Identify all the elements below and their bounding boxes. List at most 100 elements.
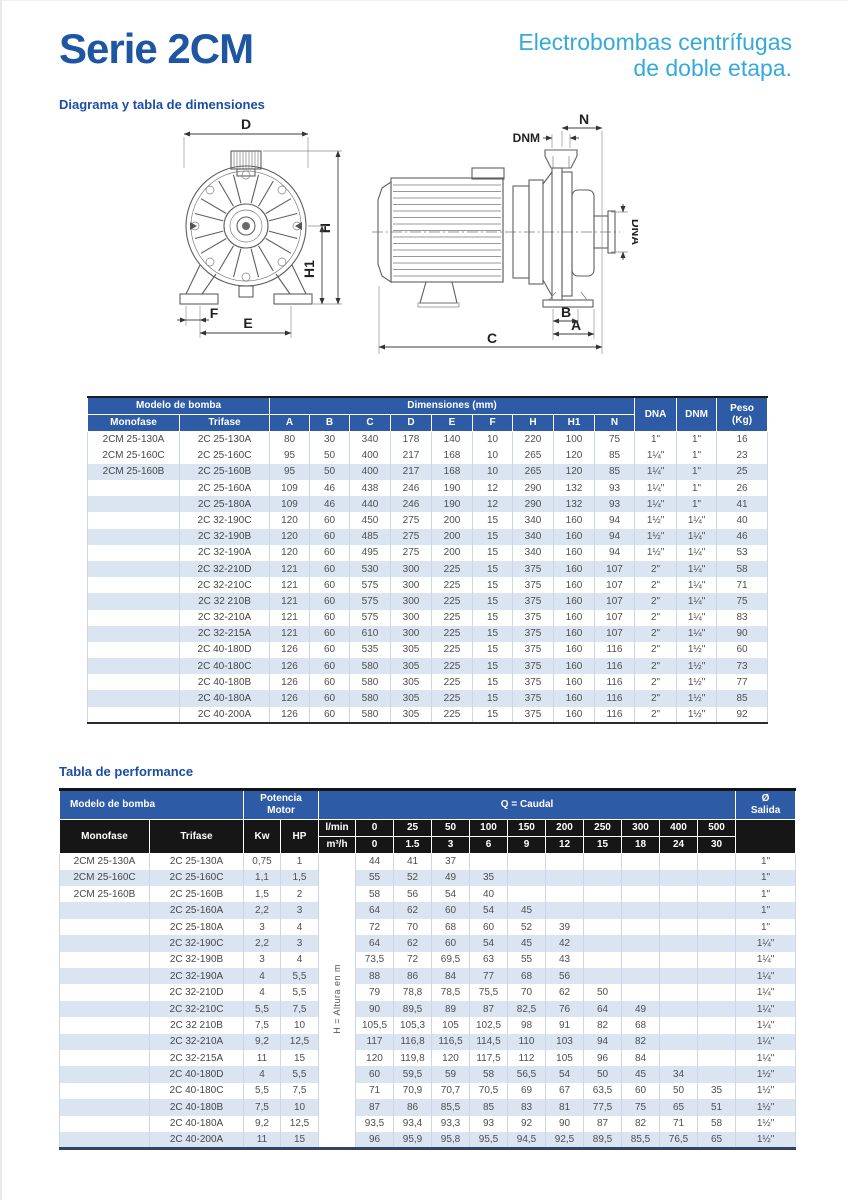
hp-cell: 4	[280, 951, 319, 969]
monofase-cell	[87, 560, 180, 578]
salida-cell: 1¼"	[735, 1050, 797, 1067]
dimension-value-cell: 1¼"	[634, 480, 678, 497]
trifase-cell: 2C 32-215A	[149, 1050, 244, 1067]
head-value-cell	[469, 853, 508, 870]
head-value-cell: 59,5	[393, 1066, 432, 1083]
dimension-value-cell: 575	[349, 609, 391, 626]
dimension-value-cell: 77	[716, 674, 769, 691]
dimension-value-cell: 94	[593, 544, 636, 561]
trifase-cell: 2C 32-210A	[179, 609, 270, 626]
kw-cell: 1,1	[243, 869, 281, 887]
dimension-value-cell: 160	[553, 560, 595, 578]
head-value-cell: 54	[469, 935, 508, 952]
dimension-value-cell: 2"	[634, 658, 678, 675]
head-value-cell	[659, 951, 698, 969]
monofase-cell	[87, 528, 180, 545]
head-value-cell: 63,5	[583, 1082, 622, 1100]
dimension-value-cell: 575	[349, 577, 391, 594]
hp-cell: 5,5	[280, 1066, 319, 1083]
dimension-value-cell: 160	[553, 577, 595, 594]
perf-flow-m3h-2: 3	[431, 835, 470, 854]
dimension-value-cell: 60	[309, 690, 350, 707]
dimension-value-cell: 305	[390, 641, 432, 659]
monofase-cell	[87, 480, 180, 497]
dimension-value-cell: 60	[309, 528, 350, 545]
dimension-value-cell: 121	[269, 625, 310, 642]
dimension-value-cell: 126	[269, 706, 310, 723]
dimensions-table-row: 2C 32 210B 121 60 575 300 225 15 375 160 107 2" 1¼"…	[87, 593, 769, 610]
trifase-cell: 2C 25-160B	[149, 886, 244, 903]
trifase-cell: 2C 25-130A	[149, 853, 244, 870]
head-value-cell: 67	[545, 1082, 584, 1100]
dim-label-dna: DNA	[629, 219, 638, 245]
performance-table-row: 2C 32-210D 4 5,5 79 78,8 78,5 75,5 70 62 50 1¼"	[59, 984, 797, 1001]
dimension-value-cell: 126	[269, 658, 310, 675]
salida-cell: 1½"	[735, 1131, 797, 1149]
head-value-cell: 89,5	[583, 1131, 622, 1149]
performance-header-row-2: Monofase Trifase Kw HP l/min 0 25 50 100…	[59, 818, 797, 854]
head-value-cell: 83	[507, 1099, 546, 1116]
monofase-cell	[59, 984, 150, 1001]
performance-table-row: 2C 32-190B 3 4 73,5 72 69,5 63 55 43 1¼"	[59, 951, 797, 969]
head-value-cell: 93,5	[355, 1115, 394, 1132]
kw-cell: 9,2	[243, 1033, 281, 1050]
dim-header-col-a: A	[269, 413, 310, 432]
monofase-cell	[87, 609, 180, 626]
perf-flow-m3h-3: 6	[469, 835, 508, 854]
dimension-value-cell: 290	[512, 480, 554, 497]
dim-header-col-d: D	[390, 413, 432, 432]
dimension-value-cell: 168	[431, 463, 473, 480]
dimension-value-cell: 290	[512, 496, 554, 513]
dimension-value-cell: 2"	[634, 609, 678, 626]
pump-front-view-diagram: D	[177, 116, 342, 339]
salida-cell: 1½"	[735, 1082, 797, 1100]
dimension-value-cell: 225	[431, 560, 473, 578]
salida-cell: 1¼"	[735, 968, 797, 985]
monofase-cell: 2CM 25-160B	[59, 886, 150, 903]
kw-cell: 7,5	[243, 1099, 281, 1116]
head-value-cell: 63	[469, 951, 508, 969]
dimension-value-cell: 1¼"	[634, 447, 678, 464]
performance-table-row: 2C 32-215A 11 15 120 119,8 120 117,5 112 105 96 84…	[59, 1050, 797, 1067]
head-value-cell: 75	[621, 1099, 660, 1116]
hp-cell: 5,5	[280, 984, 319, 1001]
trifase-cell: 2C 40-180D	[179, 641, 270, 659]
dim-header-dna: DNA	[634, 396, 678, 432]
dimension-value-cell: 85	[716, 690, 769, 707]
dimension-value-cell: 60	[309, 706, 350, 723]
dimension-value-cell: 200	[431, 544, 473, 561]
dim-label-b: B	[561, 304, 571, 320]
dimension-value-cell: 2"	[634, 641, 678, 659]
head-value-cell	[621, 951, 660, 969]
dimension-value-cell: 375	[512, 674, 554, 691]
dimension-value-cell: 375	[512, 593, 554, 610]
monofase-cell	[59, 902, 150, 919]
perf-flow-m3h-1: 1.5	[393, 835, 432, 854]
perf-flow-lmin-1: 25	[393, 818, 432, 837]
dimension-value-cell: 200	[431, 512, 473, 529]
head-value-cell: 90	[545, 1115, 584, 1132]
dimension-value-cell: 46	[309, 480, 350, 497]
dimension-value-cell: 60	[309, 512, 350, 529]
dimension-value-cell: 375	[512, 609, 554, 626]
monofase-cell	[87, 577, 180, 594]
head-value-cell: 88	[355, 968, 394, 985]
head-value-cell: 60	[469, 918, 508, 936]
head-value-cell: 70,7	[431, 1082, 470, 1100]
dimensions-table-row: 2CM 25-130A 2C 25-130A 80 30 340 178 140 10 220 1…	[87, 431, 769, 448]
performance-table-row: 2CM 25-160C 2C 25-160C 1,1 1,5 55 52 49 35 1"	[59, 869, 797, 887]
dimension-value-cell: 15	[472, 641, 513, 659]
head-value-cell: 51	[696, 1099, 737, 1116]
head-value-cell: 84	[621, 1050, 660, 1067]
dimension-value-cell: 246	[390, 480, 432, 497]
monofase-cell	[87, 496, 180, 513]
head-value-cell: 73,5	[355, 951, 394, 969]
head-value-cell: 96	[355, 1131, 394, 1149]
head-value-cell: 117	[355, 1033, 394, 1050]
head-value-cell: 95,5	[469, 1131, 508, 1149]
dimension-value-cell: 60	[309, 593, 350, 610]
dimension-value-cell: 1½"	[634, 528, 678, 545]
trifase-cell: 2C 32-210D	[149, 984, 244, 1001]
head-value-cell	[659, 902, 698, 919]
dimensions-table-row: 2C 32-190C 120 60 450 275 200 15 340 160 94 1½" 1¼"…	[87, 512, 769, 529]
